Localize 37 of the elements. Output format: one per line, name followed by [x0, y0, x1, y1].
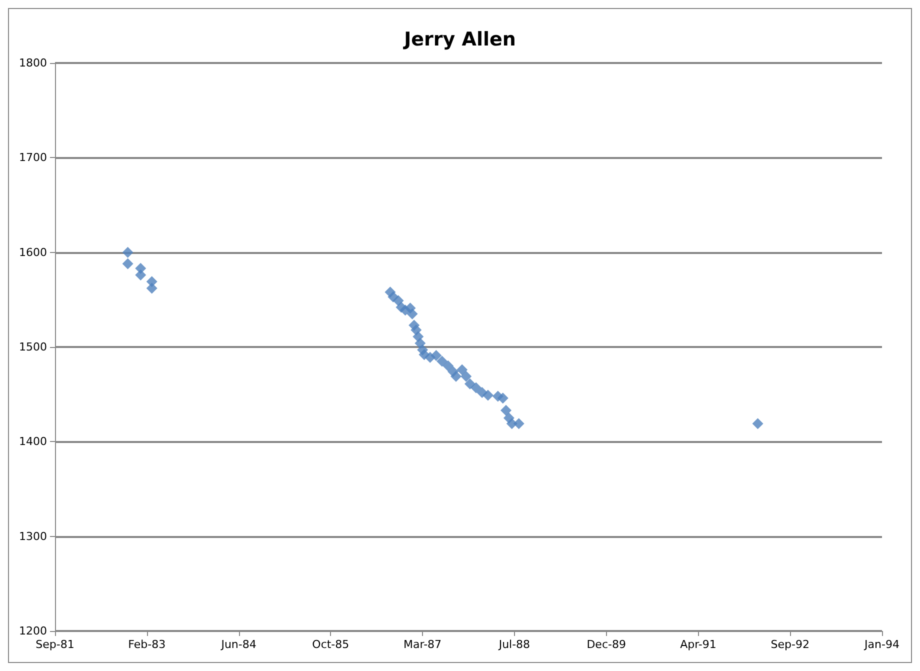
point	[135, 270, 146, 281]
point	[470, 382, 482, 394]
y-tick-label: 1600	[19, 246, 47, 259]
point	[442, 360, 454, 372]
point	[497, 392, 508, 404]
point	[460, 370, 472, 382]
point	[122, 246, 134, 258]
point	[513, 418, 524, 430]
x-tick-label: Jan-94	[864, 638, 900, 651]
y-tick-label: 1800	[19, 56, 47, 70]
point	[122, 258, 134, 270]
y-tick-label: 1700	[19, 151, 47, 164]
x-tick-label: Sep-92	[770, 638, 810, 651]
point	[500, 404, 512, 416]
y-tick-label: 1200	[19, 624, 47, 638]
point	[406, 308, 418, 320]
point	[392, 295, 404, 306]
x-tick-label: Apr-91	[680, 638, 716, 651]
y-tick-label: 1300	[19, 530, 47, 543]
point	[456, 364, 468, 376]
x-tick-label: Oct-85	[312, 638, 350, 651]
x-tick-label: Dec-89	[586, 638, 626, 651]
point	[146, 282, 158, 294]
x-tick-label: Feb-83	[128, 638, 166, 651]
point	[430, 350, 442, 362]
x-tick-label: Jun-84	[220, 638, 256, 651]
point	[482, 390, 494, 401]
chart-title: Jerry Allen	[402, 28, 516, 50]
point	[436, 356, 448, 367]
x-tick-label: Mar-87	[404, 638, 442, 651]
y-tick-label: 1500	[19, 340, 47, 354]
point	[450, 370, 462, 382]
y-tick-label: 1400	[19, 435, 47, 448]
x-tick-label: Jul-88	[498, 638, 530, 651]
x-tick-label: Sep-81	[36, 638, 74, 651]
point	[752, 418, 764, 430]
point	[464, 378, 476, 390]
